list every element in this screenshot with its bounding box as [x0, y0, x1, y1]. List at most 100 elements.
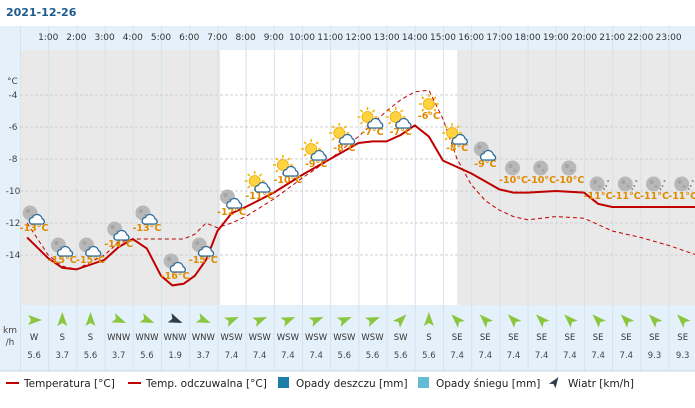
moon-crater: [677, 180, 682, 184]
day-band: [220, 50, 458, 305]
wind-arrow-icon: [308, 316, 324, 327]
temp-point-label: -12°C: [217, 207, 246, 218]
legend-wind-arrow-icon: [548, 377, 559, 389]
moon-disc: [617, 176, 633, 192]
wind-arrow-icon: [365, 316, 380, 327]
sun-ray: [247, 173, 251, 177]
moon-disc: [533, 160, 549, 176]
wind-direction-label: S: [88, 333, 93, 343]
sun-ray: [359, 121, 364, 125]
sun-icon: [418, 94, 439, 114]
wind-arrow-icon: [85, 312, 96, 326]
hour-label: 15:00: [430, 33, 456, 43]
temp-point-label: -8°C: [333, 143, 355, 154]
wind-speed-label: 7.4: [563, 351, 577, 361]
sun-ray: [388, 121, 392, 125]
wind-direction-label: SE: [480, 333, 491, 343]
moon-crater: [626, 185, 630, 188]
hour-label: 12:00: [345, 33, 371, 43]
temp-point-label: -15°C: [48, 255, 77, 266]
wind-arrow-icon: [28, 315, 43, 325]
temp-point-label: -9°C: [474, 159, 496, 170]
moon-crater: [513, 169, 517, 172]
sun-ray: [456, 125, 460, 129]
sun-ray: [275, 169, 279, 173]
wind-arrow-icon: [224, 316, 239, 327]
moon-crater: [621, 180, 626, 184]
moon-crater: [54, 241, 59, 245]
wind-direction-label: WSW: [305, 333, 328, 343]
hour-label: 14:00: [402, 33, 428, 43]
wind-arrow-icon: [592, 314, 606, 328]
wind-arrow-icon: [252, 316, 268, 327]
star-dot: [687, 188, 690, 190]
hour-label: 7:00: [207, 33, 227, 43]
sun-cloud-icon: [272, 155, 299, 177]
moon-crater: [598, 185, 601, 188]
wind-direction-label: SE: [508, 333, 519, 343]
moon-disc: [674, 176, 690, 192]
wind-direction-label: SE: [649, 333, 660, 343]
star-dot: [607, 180, 610, 182]
moon-cloud-icon: [191, 237, 215, 257]
legend-band: [0, 371, 695, 400]
sun-ray: [359, 109, 364, 113]
hour-label: 10:00: [289, 33, 315, 43]
moon-crater: [570, 169, 573, 172]
moon-stars-icon: [646, 176, 666, 192]
wind-speed-label: 7.4: [253, 351, 267, 361]
wind-arrow-icon: [280, 316, 296, 327]
sun-disc: [305, 143, 318, 155]
legend-item-rain: Opady deszczu [mm]: [278, 377, 408, 390]
wind-direction-label: WSW: [277, 333, 300, 343]
moon-crater: [508, 164, 513, 168]
wind-direction-label: SE: [452, 333, 463, 343]
feels-like-line: [26, 89, 695, 270]
moon-cloud-icon: [79, 237, 102, 257]
sun-ray: [388, 109, 392, 113]
y-tick-label: -6: [9, 123, 18, 133]
sun-ray: [421, 96, 425, 100]
y-tick-label: -12: [6, 219, 21, 229]
wind-speed-label: 7.4: [225, 351, 239, 361]
sun-ray: [433, 108, 437, 112]
hour-label: 9:00: [264, 33, 284, 43]
star-dot: [691, 180, 694, 182]
temp-point-label: -11°C: [640, 191, 669, 202]
cloud-shape: [338, 133, 356, 145]
wind-speed-label: 7.4: [591, 351, 605, 361]
sun-disc: [248, 175, 261, 187]
temp-point-label: -14°C: [104, 239, 133, 250]
moon-cloud-icon: [163, 253, 186, 273]
hour-label: 17:00: [486, 33, 512, 43]
legend-item-snow: Opady śniegu [mm]: [418, 377, 540, 390]
temp-point-label: -10°C: [555, 175, 584, 186]
wind-speed-label: 7.4: [620, 351, 634, 361]
hour-label: 16:00: [458, 33, 484, 43]
wind-direction-label: SE: [593, 333, 604, 343]
wind-direction-label: WNW: [107, 333, 131, 343]
moon-crater: [223, 193, 228, 197]
wind-speed-label: 5.6: [422, 351, 436, 361]
moon-icon: [505, 160, 520, 176]
sun-ray: [287, 157, 291, 161]
star-dot: [661, 185, 664, 187]
moon-cloud-icon: [107, 221, 130, 241]
wind-arrow-icon: [507, 314, 522, 328]
wind-arrow-icon: [195, 313, 211, 324]
sun-ray: [259, 173, 263, 177]
wind-speed-label: 5.6: [366, 351, 380, 361]
wind-arrow-icon: [139, 313, 155, 324]
wind-arrow-icon: [536, 314, 550, 328]
hour-label: 4:00: [123, 33, 143, 43]
cloud-shape: [28, 213, 45, 225]
star-dot: [659, 188, 662, 190]
wind-speed-label: 7.4: [535, 351, 549, 361]
temp-point-label: -6°C: [418, 111, 440, 122]
temp-point-label: -11°C: [668, 191, 695, 202]
wind-speed-label: 7.4: [309, 351, 323, 361]
moon-crater: [536, 164, 541, 168]
moon-crater: [593, 180, 598, 184]
temp-point-label: -16°C: [161, 271, 190, 282]
hour-label: 1:00: [38, 33, 58, 43]
